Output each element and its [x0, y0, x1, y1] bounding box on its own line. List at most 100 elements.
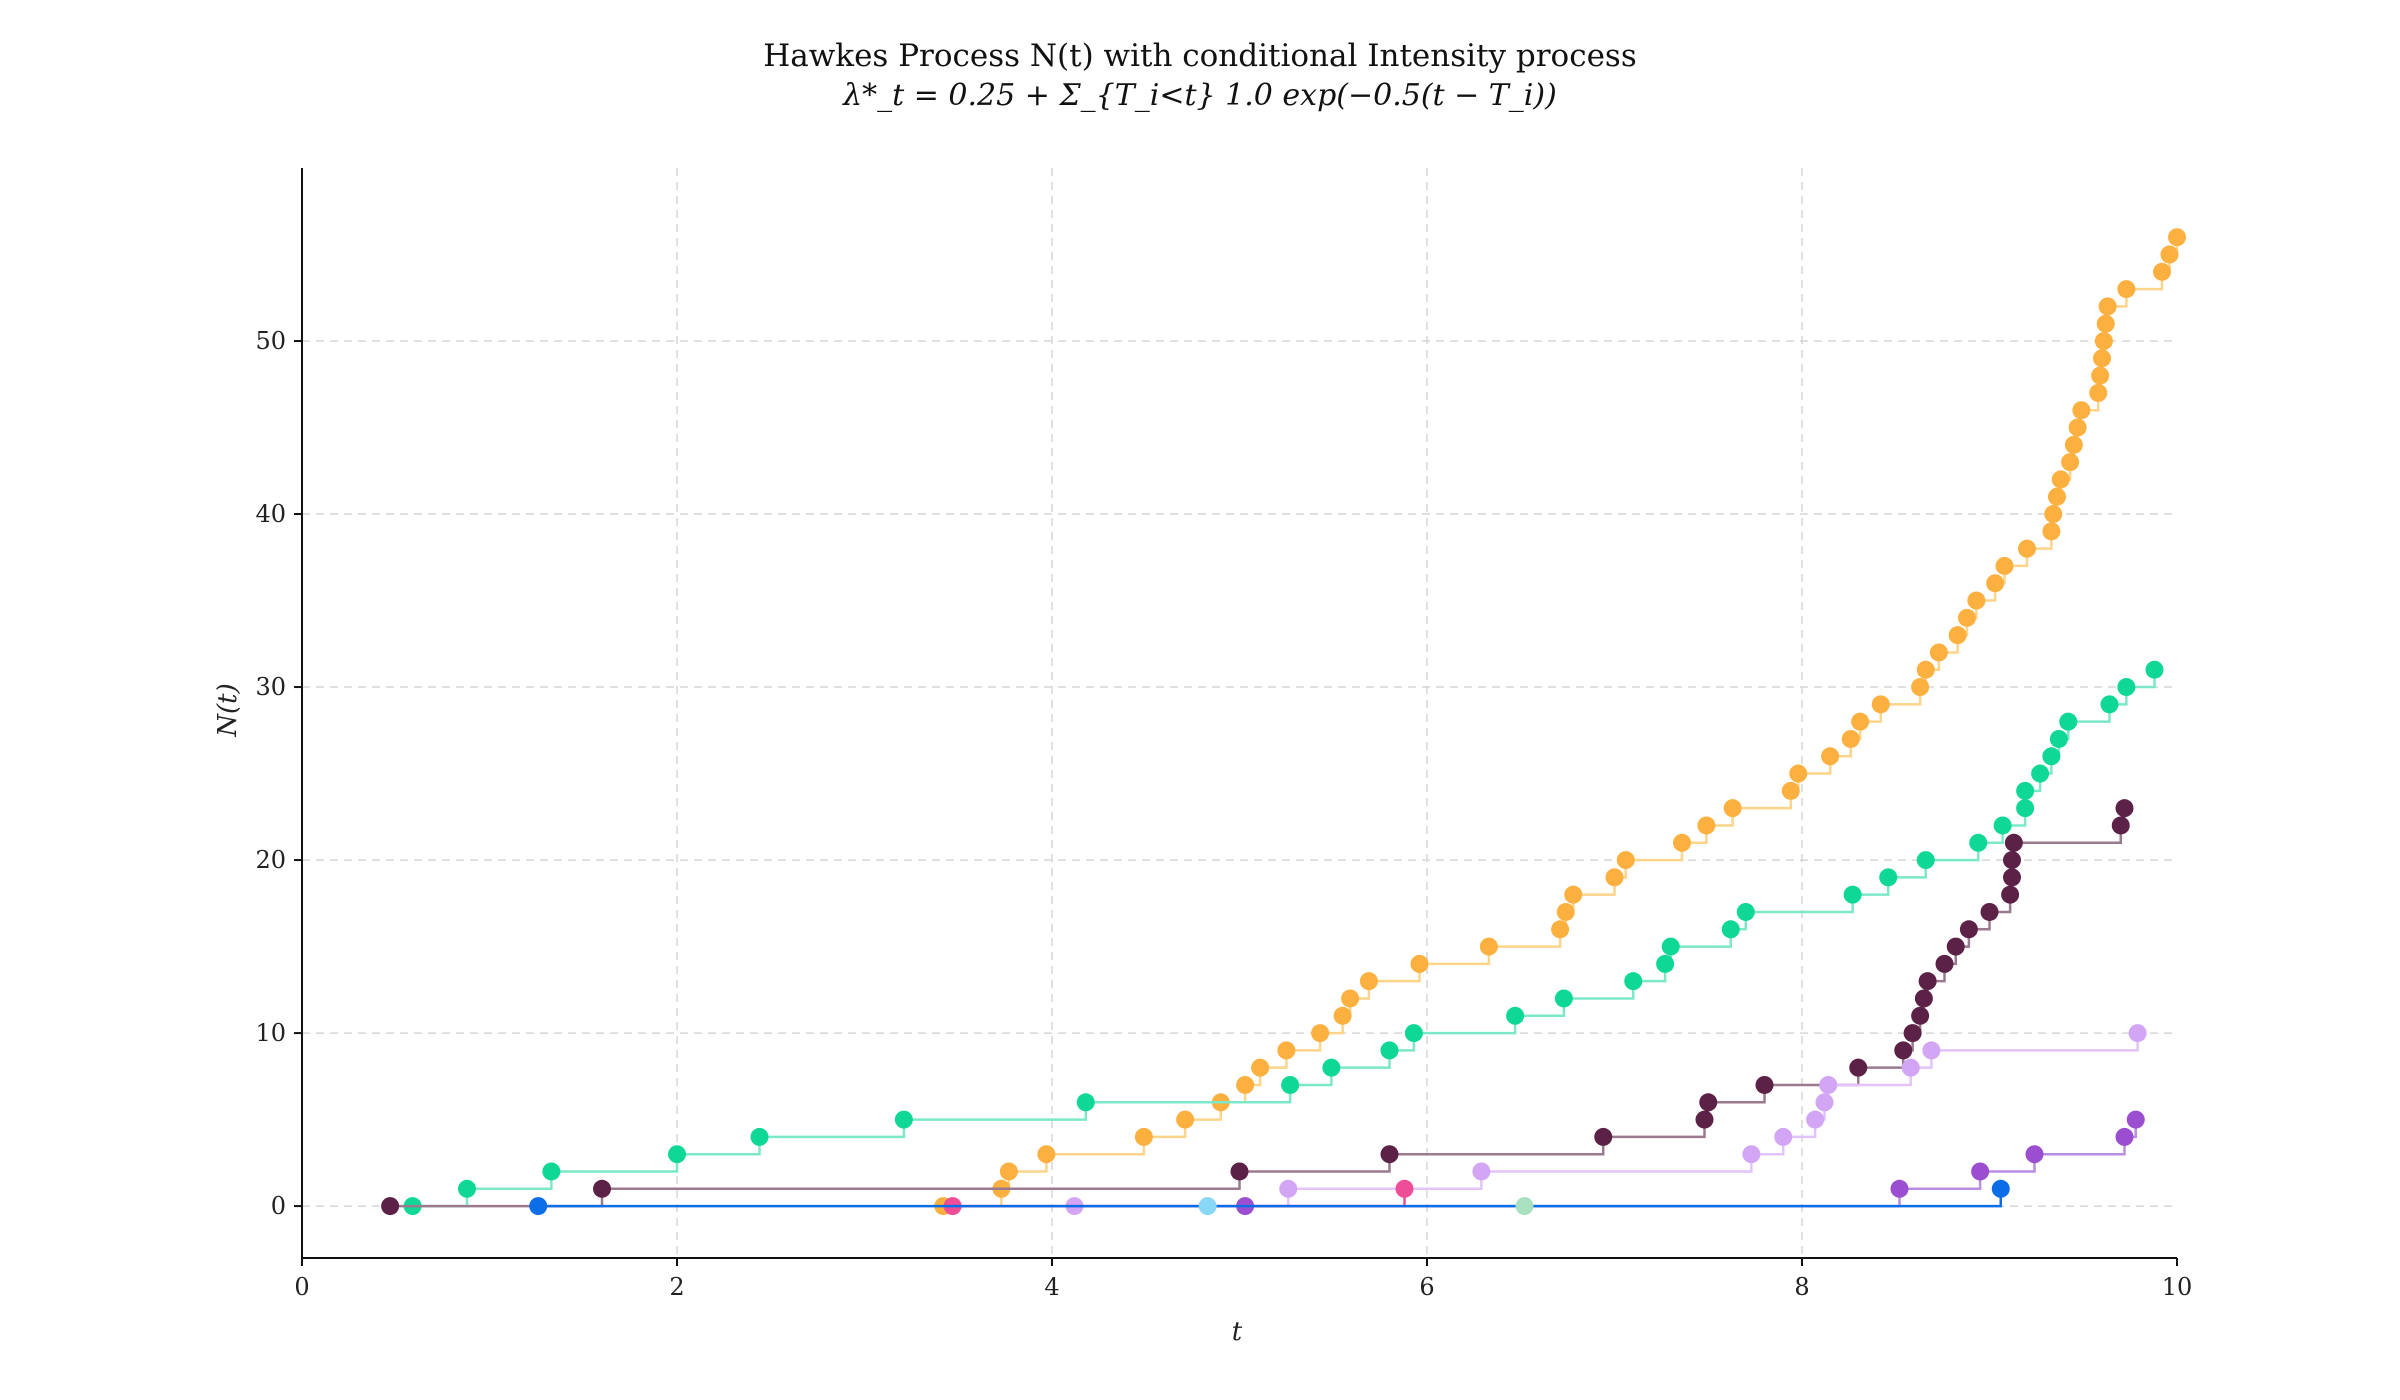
event-point	[1819, 1075, 1838, 1094]
event-point	[1230, 1162, 1249, 1181]
event-point	[2049, 729, 2068, 748]
event-point	[2031, 764, 2050, 783]
event-point	[2042, 522, 2061, 541]
grid-layer	[302, 168, 2177, 1258]
event-point	[1515, 1197, 1534, 1216]
event-point	[542, 1162, 561, 1181]
event-point	[1991, 1179, 2010, 1198]
event-point	[1789, 764, 1808, 783]
event-point	[1616, 851, 1635, 870]
event-point	[1911, 1006, 1930, 1025]
x-axis-label: t	[1232, 1317, 1243, 1347]
y-tick-label: 20	[255, 846, 286, 874]
event-point	[1322, 1058, 1341, 1077]
event-point	[1821, 747, 1840, 766]
event-point	[2018, 539, 2036, 558]
event-point	[1551, 920, 1570, 939]
event-point	[2091, 366, 2110, 385]
event-point	[2093, 349, 2111, 368]
y-tick-label: 40	[255, 500, 286, 528]
event-point	[1176, 1110, 1195, 1129]
event-point	[529, 1197, 548, 1216]
event-point	[2061, 453, 2080, 472]
event-point	[2096, 314, 2115, 333]
series-0	[934, 228, 2186, 1216]
y-tick-label: 50	[255, 327, 286, 355]
event-point	[1594, 1127, 1613, 1146]
event-point	[2145, 660, 2164, 679]
event-point	[1605, 868, 1624, 887]
event-point	[2003, 851, 2021, 870]
event-point	[2068, 418, 2087, 437]
event-point	[1279, 1179, 1298, 1198]
event-point	[2100, 695, 2119, 714]
event-point	[1903, 1024, 1922, 1043]
series-step-line	[952, 1188, 1406, 1208]
event-point	[1695, 1110, 1714, 1129]
event-point	[1506, 1006, 1525, 1025]
event-point	[1980, 902, 1999, 921]
event-point	[2016, 781, 2035, 800]
series-5	[943, 1179, 1414, 1216]
event-point	[1843, 885, 1862, 904]
event-point	[2117, 678, 2136, 697]
event-point	[1721, 920, 1740, 939]
series-3	[1065, 1024, 2147, 1216]
event-point	[1918, 972, 1937, 991]
event-point	[2160, 245, 2179, 264]
y-tick-label: 10	[255, 1019, 286, 1047]
event-point	[458, 1179, 476, 1198]
event-point	[1890, 1179, 1909, 1198]
event-point	[1959, 920, 1978, 939]
event-point	[1556, 902, 1575, 921]
event-point	[2111, 816, 2130, 835]
event-point	[1879, 868, 1898, 887]
x-tick-label: 4	[1044, 1273, 1059, 1301]
event-point	[1911, 678, 1930, 697]
title-block: Hawkes Process N(t) with conditional Int…	[0, 36, 2400, 116]
event-point	[668, 1145, 686, 1164]
y-axis-label: N(t)	[213, 683, 243, 738]
event-point	[1554, 989, 1573, 1008]
event-point	[1971, 1162, 1990, 1181]
event-point	[2072, 401, 2091, 420]
event-point	[1341, 989, 1360, 1008]
event-point	[1564, 885, 1583, 904]
event-point	[1661, 937, 1680, 956]
event-point	[1380, 1145, 1399, 1164]
event-point	[1281, 1075, 1300, 1094]
event-point	[1037, 1145, 1056, 1164]
event-point	[2126, 1110, 2145, 1129]
event-point	[2128, 1024, 2147, 1043]
x-tick-label: 2	[669, 1273, 684, 1301]
event-point	[1277, 1041, 1296, 1060]
event-point	[1901, 1058, 1920, 1077]
event-point	[1849, 1058, 1868, 1077]
event-point	[2051, 470, 2070, 489]
event-point	[1948, 626, 1967, 645]
event-point	[1699, 1093, 1718, 1112]
event-point	[2168, 228, 2186, 247]
event-point	[1697, 816, 1716, 835]
series-step-line	[412, 669, 2156, 1208]
event-point	[2117, 280, 2136, 299]
event-point	[1134, 1127, 1153, 1146]
event-point	[2044, 505, 2063, 524]
event-point	[1781, 781, 1800, 800]
event-point	[1958, 608, 1976, 627]
event-point	[1198, 1197, 1217, 1216]
event-point	[1929, 643, 1948, 662]
event-point	[1806, 1110, 1825, 1129]
event-point	[1472, 1162, 1491, 1181]
event-point	[2059, 712, 2078, 731]
event-point	[1076, 1093, 1095, 1112]
event-point	[2064, 435, 2083, 454]
event-point	[1916, 851, 1935, 870]
event-point	[2048, 487, 2066, 506]
y-tick-label: 30	[255, 673, 286, 701]
event-point	[2098, 297, 2117, 316]
event-point	[1673, 833, 1691, 852]
event-point	[1969, 833, 1988, 852]
event-point	[1359, 972, 1378, 991]
event-point	[1404, 1024, 1423, 1043]
